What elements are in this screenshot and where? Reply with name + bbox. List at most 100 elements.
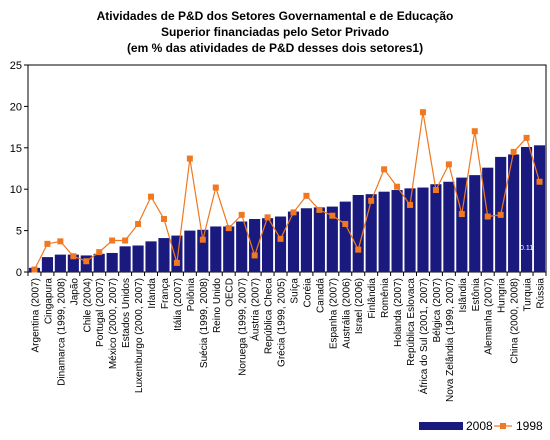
point-1998: [394, 183, 401, 190]
plot-area: 0 5 10 15 20 25 0.11 Argentina (2007) Cingapura D…: [10, 60, 547, 402]
x-tick-label: Dinamarca (1999, 2008): [56, 278, 67, 386]
x-tick-label: México (2000, 2007): [108, 278, 119, 369]
bar-2008: [197, 229, 209, 272]
point-1998: [381, 166, 388, 173]
bar-annotation: 0.11: [520, 245, 533, 252]
bar-2008: [404, 188, 416, 272]
y-tick-label: 10: [10, 184, 22, 196]
x-tick-label: Hungria: [497, 278, 508, 313]
x-tick-label: Finlândia: [367, 278, 378, 319]
y-tick-label: 15: [10, 143, 22, 155]
bar-2008: [508, 154, 520, 272]
bar-2008: [41, 257, 53, 272]
point-1998: [199, 236, 206, 243]
x-tick-label: Suécia (1999, 2008): [199, 278, 210, 368]
x-tick-label: China (2000, 2008): [510, 278, 521, 364]
bar-2008: [469, 175, 481, 272]
x-tick-label: Coréia: [302, 278, 313, 308]
point-1998: [70, 253, 77, 260]
chart-title-line-1: Atividades de P&D dos Setores Governamen…: [96, 9, 454, 23]
x-tick-label: Noruega (1999, 2007): [238, 278, 249, 376]
point-1998: [523, 134, 530, 141]
x-tick-label: Chile (2004): [82, 278, 93, 332]
x-tick-label: Espanha (2007): [328, 278, 339, 349]
point-1998: [186, 155, 193, 162]
point-1998: [173, 259, 180, 266]
point-1998: [44, 240, 51, 247]
bar-2008: [119, 246, 131, 272]
bar-2008: [365, 194, 377, 272]
point-1998: [368, 197, 375, 204]
bar-2008: [430, 184, 442, 272]
x-tick-label: Austrália (2006): [341, 278, 352, 349]
bar-2008: [391, 190, 403, 272]
point-1998: [471, 128, 478, 135]
bar-2008: [352, 194, 364, 272]
point-1998: [303, 192, 310, 199]
point-1998: [445, 161, 452, 168]
bar-2008: [339, 201, 351, 272]
point-1998: [458, 211, 465, 218]
bar-2008: [313, 207, 325, 272]
x-tick-label: Japão: [69, 278, 80, 306]
point-1998: [329, 212, 336, 219]
point-1998: [277, 235, 284, 242]
x-tick-label: Argentina (2007): [30, 278, 41, 353]
legend: 2008 1998: [419, 419, 543, 433]
bar-2008: [521, 146, 533, 272]
bar-2008: [443, 181, 455, 272]
point-1998: [135, 220, 142, 227]
bar-2008: [171, 235, 183, 272]
point-1998: [122, 237, 129, 244]
legend-label-2008: 2008: [466, 419, 493, 433]
point-1998: [536, 178, 543, 185]
x-tick-label: Canadá: [315, 278, 326, 313]
y-tick-label: 25: [10, 60, 22, 72]
bar-2008: [274, 216, 287, 272]
bar-2008: [158, 238, 170, 272]
chart-title: Atividades de P&D dos Setores Governamen…: [0, 8, 550, 56]
x-tick-label: Alemanha (2007): [484, 278, 495, 355]
x-tick-label: Estônia: [471, 278, 482, 312]
point-1998: [83, 258, 90, 265]
x-tick-label: Turquia: [523, 278, 534, 312]
bar-2008: [184, 230, 196, 272]
x-tick-label: Nova Zelândia (1999, 2007): [445, 278, 456, 402]
point-1998: [160, 216, 167, 223]
x-tick-label: Irlanda: [147, 278, 158, 309]
point-1998: [148, 193, 155, 200]
bar-2008: [287, 211, 300, 272]
bar-2008: [300, 208, 312, 272]
point-1998: [355, 246, 362, 253]
x-tick-label: República Eslovaca: [406, 278, 417, 366]
x-tick-label: Israel (2006): [354, 278, 365, 334]
y-tick-label: 20: [10, 101, 22, 113]
point-1998: [31, 266, 38, 273]
point-1998: [510, 148, 517, 155]
x-tick-label: África do Sul (2001, 2007): [417, 278, 430, 394]
x-tick-label: Estados Unidos: [121, 278, 132, 348]
x-tick-label: Rússia: [536, 278, 547, 309]
point-1998: [238, 211, 245, 218]
point-1998: [342, 220, 349, 227]
bar-2008: [67, 254, 79, 272]
bar-2008: [106, 252, 118, 272]
x-tick-label: OECD: [225, 278, 236, 307]
point-1998: [57, 238, 64, 245]
point-1998: [419, 109, 426, 116]
point-1998: [290, 209, 297, 216]
bar-2008: [326, 206, 338, 272]
x-tick-label: Romênia: [380, 278, 391, 318]
bar-2008: [54, 254, 66, 272]
x-tick-label: Holanda (2007): [393, 278, 404, 347]
bar-2008: [93, 253, 105, 272]
bar-2008: [482, 167, 494, 272]
x-tick-label: Polônia: [186, 278, 197, 312]
bar-2008: [223, 226, 235, 272]
point-1998: [484, 213, 491, 220]
legend-label-1998: 1998: [516, 419, 543, 433]
bar-2008: [417, 187, 429, 272]
x-tick-label: Cingapura: [43, 278, 54, 325]
point-1998: [432, 187, 439, 194]
